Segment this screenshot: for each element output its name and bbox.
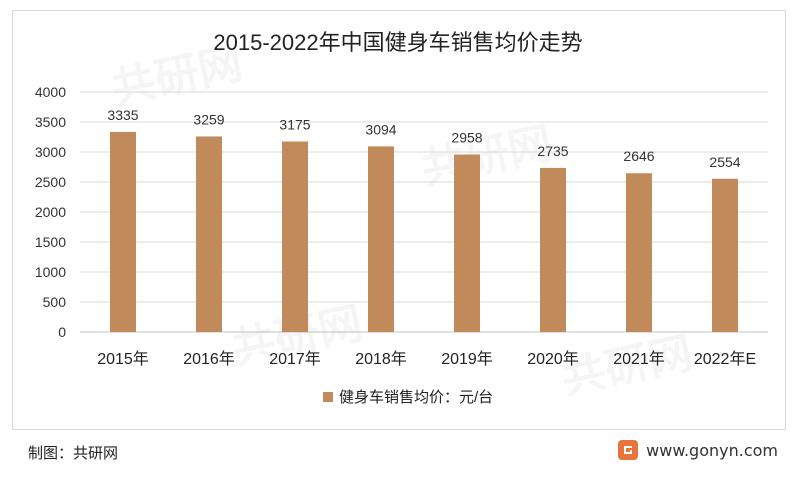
x-tick-label: 2021年 <box>613 350 665 368</box>
data-label: 2554 <box>709 154 740 170</box>
y-tick-label: 500 <box>43 294 67 310</box>
bar <box>712 178 738 332</box>
y-tick-label: 0 <box>58 324 66 340</box>
x-tick-label: 2017年 <box>269 350 321 368</box>
x-tick-label: 2022年E <box>694 350 756 368</box>
legend-swatch <box>323 392 333 402</box>
data-label: 3259 <box>193 111 224 127</box>
x-tick-label: 2020年 <box>527 350 579 368</box>
y-tick-label: 4000 <box>35 84 66 100</box>
y-tick-label: 2500 <box>35 174 66 190</box>
data-label: 2735 <box>537 143 568 159</box>
x-tick-label: 2018年 <box>355 350 407 368</box>
y-tick-label: 1000 <box>35 264 66 280</box>
source-label: 制图：共研网 <box>28 444 119 462</box>
gonyn-logo-icon <box>618 440 639 460</box>
y-tick-label: 3000 <box>35 144 66 160</box>
bar <box>540 167 566 332</box>
chart-title: 2015-2022年中国健身车销售均价走势 <box>213 30 582 55</box>
bar <box>368 146 394 332</box>
data-label: 3175 <box>279 117 310 133</box>
bar <box>282 141 308 332</box>
bar <box>196 136 222 332</box>
website-credit: www.gonyn.com <box>618 440 778 460</box>
x-tick-label: 2019年 <box>441 350 493 368</box>
x-tick-label: 2015年 <box>97 350 149 368</box>
data-label: 3335 <box>107 107 138 123</box>
x-tick-label: 2016年 <box>183 350 235 368</box>
y-tick-label: 1500 <box>35 234 66 250</box>
website-url: www.gonyn.com <box>646 440 778 460</box>
bar <box>454 154 480 332</box>
bar <box>626 173 652 332</box>
chart-frame <box>12 10 786 430</box>
y-tick-label: 3500 <box>35 114 66 130</box>
data-label: 2958 <box>451 130 482 146</box>
data-label: 3094 <box>365 121 396 137</box>
y-tick-label: 2000 <box>35 204 66 220</box>
bar <box>110 131 136 332</box>
data-label: 2646 <box>623 148 654 164</box>
legend-label: 健身车销售均价：元/台 <box>339 389 493 406</box>
